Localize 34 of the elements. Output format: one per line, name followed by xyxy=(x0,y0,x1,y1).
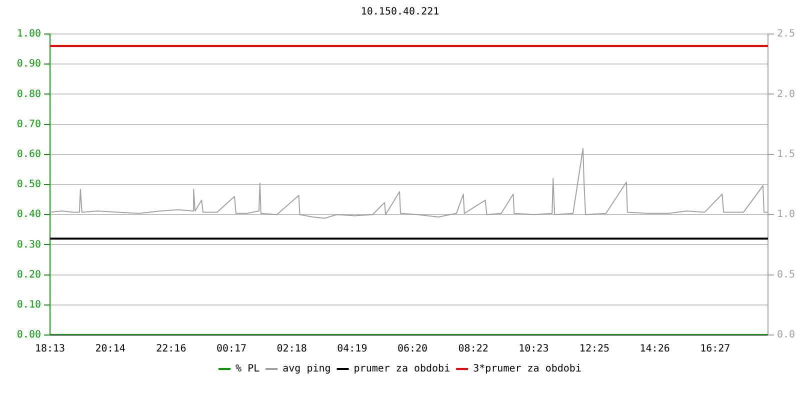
y-tick-label: 0.60 xyxy=(16,148,41,160)
y-tick-label: 0.40 xyxy=(16,209,41,220)
y-tick-label: 0.80 xyxy=(16,88,41,100)
legend-label: prumer za obdobi xyxy=(354,364,450,375)
y2-tick-label: 1.0 xyxy=(777,209,796,220)
x-tick-label: 14:26 xyxy=(640,344,670,355)
y-tick-label: 0.50 xyxy=(16,179,41,190)
x-tick-label: 00:17 xyxy=(216,344,247,355)
x-tick-label: 06:20 xyxy=(397,344,428,355)
y-tick-label: 0.30 xyxy=(16,239,41,250)
y-tick-label: 0.20 xyxy=(16,269,41,280)
y2-tick-label: 2.0 xyxy=(777,88,796,100)
x-tick-label: 02:18 xyxy=(276,344,307,355)
chart-title: 10.150.40.221 xyxy=(360,6,440,18)
x-tick-label: 08:22 xyxy=(458,344,488,355)
legend-label: avg ping xyxy=(282,364,331,375)
y2-tick-label: 2.5 xyxy=(777,28,796,40)
x-tick-label: 10:23 xyxy=(518,344,549,355)
x-tick-label: 16:27 xyxy=(700,344,730,355)
legend-label: % PL xyxy=(236,364,260,375)
x-tick-label: 12:25 xyxy=(579,344,610,355)
y-tick-label: 0.90 xyxy=(16,58,41,70)
y-tick-label: 0.00 xyxy=(16,330,41,341)
x-tick-label: 18:13 xyxy=(34,344,66,355)
y-tick-label: 0.10 xyxy=(16,299,41,310)
x-tick-label: 20:14 xyxy=(95,344,126,355)
y-tick-label: 0.70 xyxy=(16,118,41,130)
y2-tick-label: 0.0 xyxy=(777,330,796,341)
y-tick-label: 1.00 xyxy=(16,28,41,40)
legend-label: 3*prumer za obdobi xyxy=(473,364,582,375)
y2-tick-label: 1.5 xyxy=(777,148,796,160)
x-tick-label: 04:19 xyxy=(337,344,368,355)
x-tick-label: 22:16 xyxy=(156,344,186,355)
y2-tick-label: 0.5 xyxy=(777,269,796,280)
